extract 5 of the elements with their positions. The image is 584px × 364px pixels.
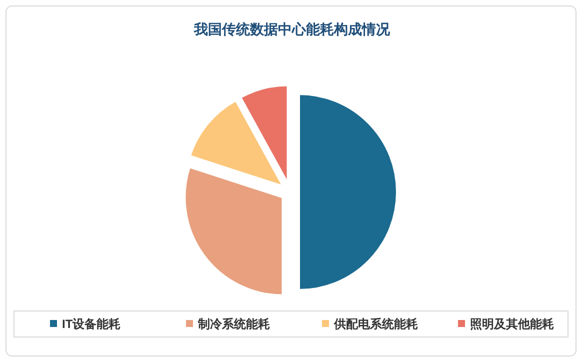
chart-title: 我国传统数据中心能耗构成情况 — [193, 21, 391, 37]
legend-label: 供配电系统能耗 — [333, 317, 418, 331]
legend-label: 制冷系统能耗 — [197, 317, 270, 331]
legend-label: IT设备能耗 — [62, 317, 121, 331]
legend-label: 照明及其他能耗 — [470, 317, 554, 331]
